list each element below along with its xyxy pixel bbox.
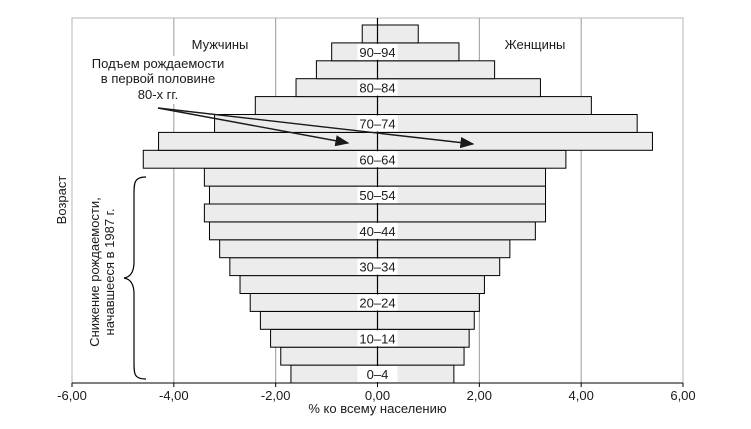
age-label-bg xyxy=(357,151,398,168)
bar-women xyxy=(377,310,475,330)
legend-right-women: Женщины xyxy=(505,37,566,52)
age-label: 60–64 xyxy=(359,152,395,167)
bar-women xyxy=(377,185,547,205)
x-tick-label: 2,00 xyxy=(467,388,492,403)
age-label: 80–84 xyxy=(359,81,395,96)
age-label-bg xyxy=(357,330,398,347)
age-label: 30–34 xyxy=(359,260,395,275)
age-label: 70–74 xyxy=(359,116,395,131)
bar-men xyxy=(208,221,378,241)
age-label-bg xyxy=(357,222,398,239)
bar-women xyxy=(377,221,536,241)
x-tick-labels: -6,00 -4,00 -2,00 0,00 2,00 4,00 6,00 xyxy=(57,383,696,403)
x-tick-label: -2,00 xyxy=(261,388,291,403)
age-label: 10–14 xyxy=(359,331,395,346)
bar-men xyxy=(158,131,378,151)
bar-men xyxy=(208,185,378,205)
age-label-bg xyxy=(357,79,398,96)
bar-women xyxy=(377,203,547,223)
bar-men xyxy=(259,310,378,330)
bar-men xyxy=(239,275,378,295)
bar-women xyxy=(377,149,567,169)
bar-men xyxy=(361,24,379,44)
legend-left-men: Мужчины xyxy=(192,37,249,52)
boom-annotation-line-1: Подъем рождаемости xyxy=(92,56,224,71)
age-label-bg xyxy=(357,187,398,204)
boom-arrow-1 xyxy=(157,107,350,147)
bar-women xyxy=(377,275,485,295)
bar-men xyxy=(203,167,378,187)
y-axis-label: Возраст xyxy=(54,176,69,225)
decline-annotation-line-2: начавшееся в 1987 г. xyxy=(102,209,117,336)
bar-women xyxy=(377,346,465,366)
bar-women xyxy=(377,60,496,80)
age-labels: 0–4 10–14 20–24 30–34 40–44 50–54 60–64 70–74 80… xyxy=(357,43,398,383)
bar-women xyxy=(377,131,653,151)
x-tick-label: -6,00 xyxy=(57,388,87,403)
age-label-bg xyxy=(357,258,398,275)
x-tick-label: 4,00 xyxy=(569,388,594,403)
age-label-bg xyxy=(357,43,398,60)
x-tick-label: 0,00 xyxy=(365,388,390,403)
curly-brace xyxy=(123,176,147,380)
x-tick-label: 6,00 xyxy=(670,388,695,403)
boom-annotation-line-3: 80-х гг. xyxy=(138,87,178,102)
bar-men xyxy=(254,96,378,115)
bar-men xyxy=(219,239,378,259)
bar-women xyxy=(377,96,592,115)
bar-men xyxy=(280,346,378,366)
bar-men xyxy=(203,203,378,223)
x-tick-label: -4,00 xyxy=(159,388,189,403)
boom-annotation: Подъем рождаемости в первой половине 80-… xyxy=(78,56,475,149)
bar-women xyxy=(377,114,638,133)
age-label: 20–24 xyxy=(359,295,395,310)
bar-men xyxy=(142,149,378,169)
age-label: 0–4 xyxy=(367,367,389,382)
decline-annotation: Снижение рождаемости, начавшееся в 1987 … xyxy=(87,176,147,380)
bar-women xyxy=(377,78,541,98)
bar-women xyxy=(377,167,547,187)
bar-men xyxy=(315,60,378,80)
boom-annotation-line-2: в первой половине xyxy=(101,71,215,86)
decline-annotation-line-1: Снижение рождаемости, xyxy=(87,197,102,347)
age-label-bg xyxy=(357,294,398,311)
age-label: 50–54 xyxy=(359,188,395,203)
x-axis-label: % ко всему населению xyxy=(308,401,446,416)
bar-women xyxy=(377,239,511,259)
bar-men xyxy=(229,257,378,277)
age-label: 40–44 xyxy=(359,224,395,239)
bar-women xyxy=(377,24,419,44)
boom-arrow-2 xyxy=(157,107,475,149)
age-label-bg xyxy=(357,115,398,132)
age-label-bg xyxy=(357,366,398,383)
age-label: 90–94 xyxy=(359,45,395,60)
